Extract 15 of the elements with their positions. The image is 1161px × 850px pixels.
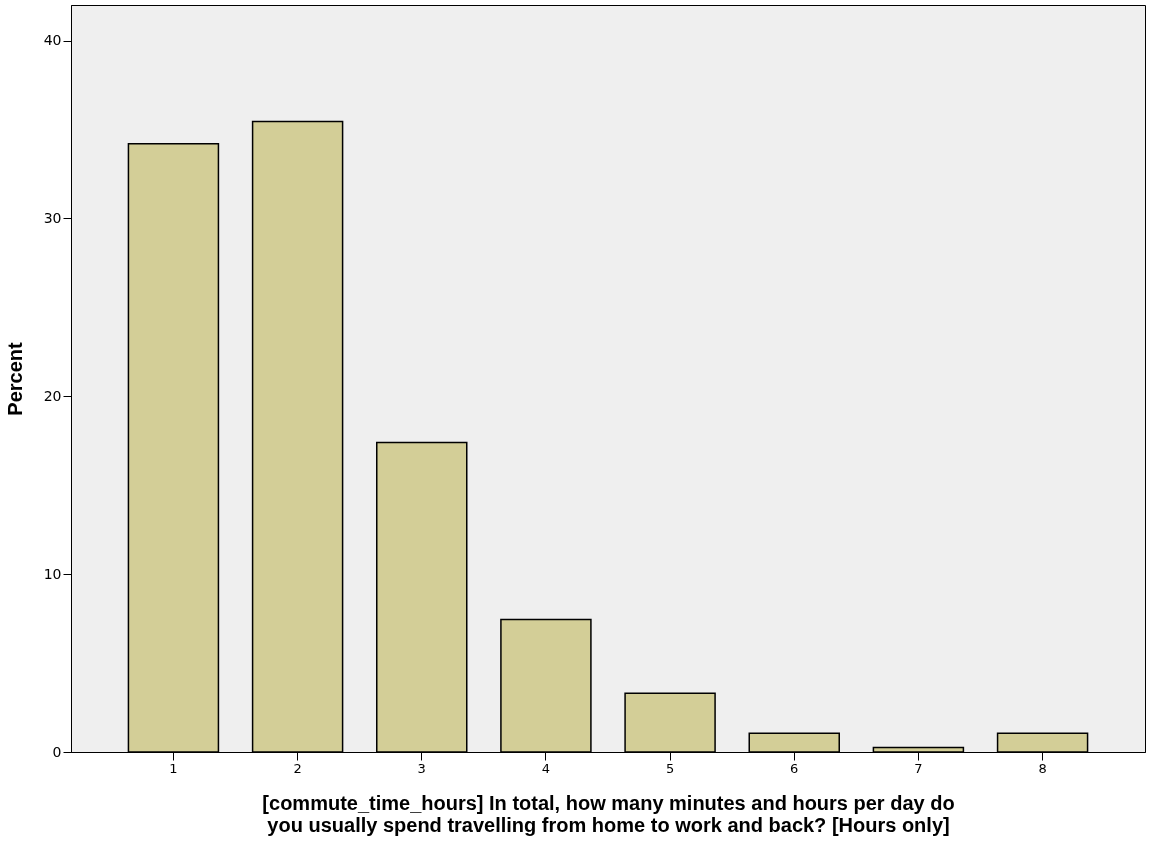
y-axis-title: Percent	[3, 341, 26, 416]
x-tick-label: 7	[914, 760, 923, 776]
y-tick-label: 40	[43, 32, 62, 49]
x-axis-title: [commute_time_hours] In total, how many minutes and hours per day do you usually spend travelling from home to work and back? [Hours only]	[262, 791, 955, 836]
y-tick-label: 10	[43, 565, 62, 582]
y-tick-label: 30	[43, 209, 62, 226]
x-tick-label: 6	[790, 760, 799, 776]
y-tick-label: 0	[52, 743, 62, 760]
x-tick-label: 8	[1038, 760, 1047, 776]
x-tick-label: 5	[665, 760, 675, 776]
y-tick-label: 20	[43, 387, 62, 404]
x-tick-label: 2	[293, 760, 302, 776]
x-tick-label: 4	[541, 760, 551, 776]
x-tick-label: 1	[169, 760, 178, 776]
x-tick-label: 3	[417, 760, 426, 776]
